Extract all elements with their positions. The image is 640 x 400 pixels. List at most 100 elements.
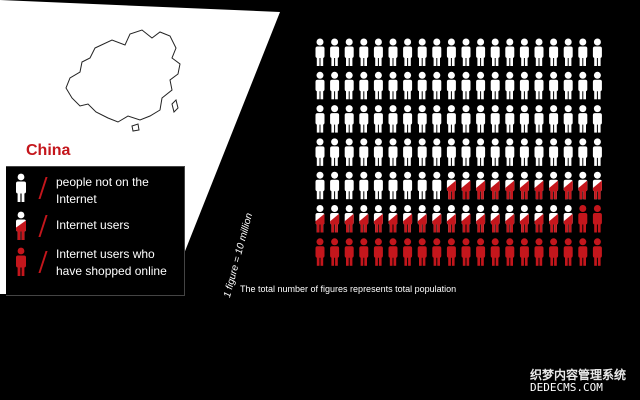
person-not-online [476,105,486,133]
person-not-online [578,105,588,133]
china-map-outline [65,29,181,123]
person-internet-user [563,171,573,200]
person-not-online [446,38,456,66]
person-not-online [519,38,529,66]
person-not-online [461,71,471,100]
person-not-online [578,138,588,166]
person-online-shopper [592,238,602,266]
person-not-online [388,138,398,166]
person-online-shopper [417,238,427,266]
person-not-online [373,71,383,100]
person-internet-user [359,205,369,233]
legend-label-shoppers: Internet users who have shopped online [56,247,167,278]
person-not-online [490,71,500,100]
legend-label-not-online: people not on the Internet [56,175,149,206]
person-internet-user [549,171,559,200]
person-not-online [490,105,500,133]
person-not-online [359,171,369,200]
person-not-online [446,105,456,133]
person-red-icon [16,247,26,276]
person-not-online [490,38,500,66]
person-not-online [359,105,369,133]
person-internet-user [461,205,471,233]
person-not-online [403,105,413,133]
person-not-online [403,138,413,166]
person-internet-user [505,171,515,200]
person-internet-user [578,171,588,200]
person-not-online [505,38,515,66]
person-online-shopper [359,238,369,266]
person-internet-user [330,205,340,233]
person-not-online [476,71,486,100]
person-internet-user [446,205,456,233]
person-online-shopper [432,238,442,266]
person-not-online [592,105,602,133]
person-not-online [446,71,456,100]
person-not-online [534,138,544,166]
person-not-online [315,38,325,66]
footnote: The total number of figures represents t… [240,284,457,294]
watermark-text: 织梦内容管理系统 [530,368,627,382]
person-not-online [315,171,325,200]
person-not-online [505,71,515,100]
person-internet-user [519,205,529,233]
person-not-online [417,138,427,166]
person-online-shopper [330,238,340,266]
person-internet-user [476,171,486,200]
person-online-shopper [446,238,456,266]
person-not-online [373,171,383,200]
person-online-shopper [403,238,413,266]
person-online-shopper [578,205,588,233]
person-white-icon [16,173,26,202]
person-not-online [315,71,325,100]
person-not-online [461,138,471,166]
person-not-online [519,71,529,100]
person-not-online [388,71,398,100]
person-not-online [388,171,398,200]
person-internet-user [490,205,500,233]
person-not-online [534,38,544,66]
person-not-online [330,71,340,100]
person-internet-user [490,171,500,200]
person-not-online [432,138,442,166]
person-not-online [388,38,398,66]
person-not-online [330,38,340,66]
person-internet-user [592,171,602,200]
person-internet-user [344,205,354,233]
person-not-online [344,38,354,66]
person-not-online [359,71,369,100]
person-not-online [344,105,354,133]
legend: people not on the Internet Internet user… [6,166,185,296]
person-not-online [417,71,427,100]
person-not-online [549,71,559,100]
country-label: China [26,142,71,159]
person-online-shopper [592,205,602,233]
person-not-online [388,105,398,133]
person-not-online [344,171,354,200]
person-internet-user [403,205,413,233]
person-not-online [563,138,573,166]
person-not-online [330,138,340,166]
person-not-online [519,138,529,166]
person-not-online [432,105,442,133]
person-online-shopper [505,238,515,266]
person-online-shopper [534,238,544,266]
person-not-online [330,105,340,133]
person-online-shopper [490,238,500,266]
person-not-online [461,38,471,66]
person-not-online [578,71,588,100]
person-not-online [549,38,559,66]
person-not-online [417,105,427,133]
person-online-shopper [388,238,398,266]
person-not-online [344,138,354,166]
person-online-shopper [461,238,471,266]
person-not-online [519,105,529,133]
person-internet-user [315,205,325,233]
person-not-online [403,171,413,200]
person-not-online [403,71,413,100]
person-internet-user [417,205,427,233]
person-internet-user [373,205,383,233]
person-not-online [359,38,369,66]
person-not-online [432,71,442,100]
